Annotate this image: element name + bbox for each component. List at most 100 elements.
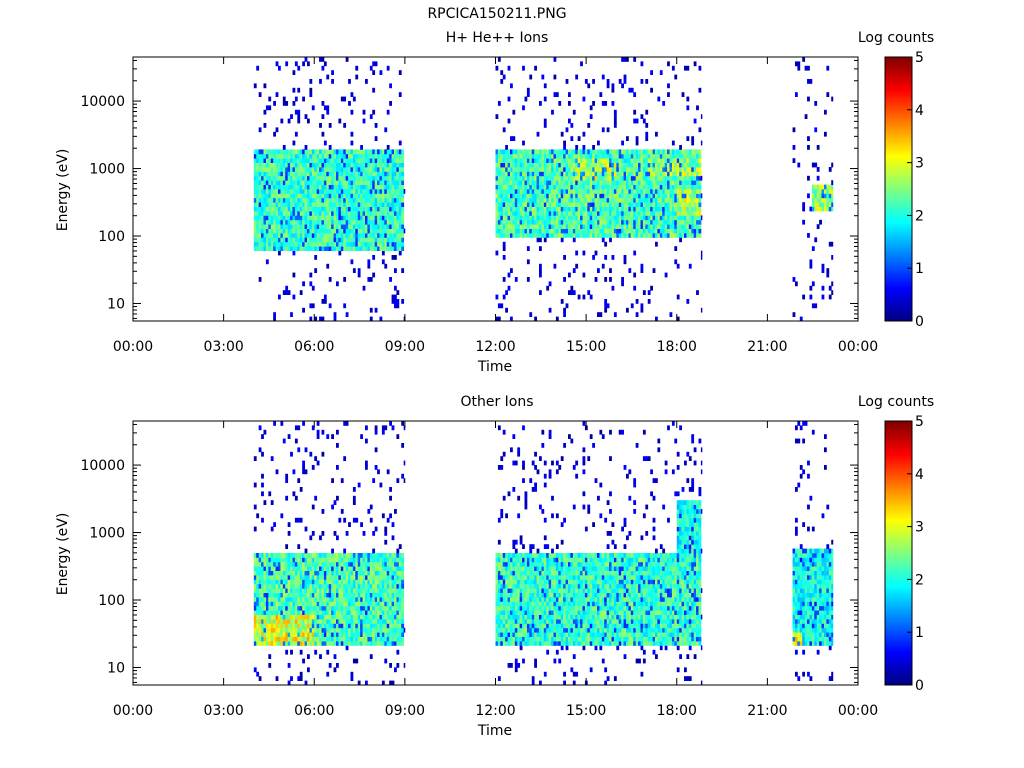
heatmap-cell [638, 189, 641, 194]
heatmap-cell [828, 184, 832, 190]
heatmap-cell [510, 215, 513, 221]
heatmap-cell [355, 74, 359, 80]
heatmap-cell [304, 570, 308, 576]
heatmap-cell [369, 158, 373, 163]
heatmap-cell [294, 632, 298, 637]
heatmap-cell [282, 202, 286, 207]
heatmap-cell [698, 197, 702, 203]
heatmap-cell [401, 241, 405, 247]
heatmap-cell [268, 96, 272, 102]
heatmap-cell [340, 237, 344, 243]
heatmap-cell [314, 579, 318, 585]
heatmap-cell [536, 206, 540, 212]
heatmap-cell [551, 153, 554, 159]
heatmap-cell [560, 153, 564, 159]
heatmap-cell [688, 263, 692, 269]
heatmap-cell [831, 255, 834, 260]
heatmap-cell [597, 162, 600, 168]
heatmap-cell [558, 219, 562, 225]
heatmap-cell [693, 158, 697, 163]
heatmap-cell [377, 149, 380, 155]
heatmap-cell [546, 184, 550, 190]
heatmap-cell [526, 224, 530, 229]
heatmap-cell [263, 162, 267, 168]
heatmap-cell [597, 197, 600, 203]
heatmap-cell [647, 211, 651, 216]
heatmap-cell [828, 294, 832, 300]
heatmap-cell [268, 158, 272, 163]
heatmap-cell [369, 237, 373, 243]
heatmap-cell [577, 162, 581, 168]
heatmap-cell [360, 583, 363, 589]
heatmap-cell [311, 228, 315, 234]
heatmap-cell [534, 162, 537, 168]
heatmap-cell [369, 202, 373, 207]
heatmap-cell [640, 233, 644, 238]
heatmap-cell [814, 101, 818, 106]
heatmap-cell [394, 255, 397, 260]
heatmap-cell [350, 211, 354, 216]
heatmap-cell [369, 184, 373, 190]
heatmap-cell [570, 219, 574, 225]
heatmap-cell [263, 189, 267, 194]
heatmap-cell [338, 149, 342, 155]
heatmap-cell [345, 175, 349, 181]
heatmap-cell [268, 171, 272, 177]
heatmap-cell [265, 184, 269, 190]
heatmap-cells [253, 57, 834, 322]
heatmap-cell [299, 583, 303, 589]
heatmap-cell [299, 189, 303, 194]
heatmap-cell [352, 167, 356, 172]
heatmap-cell [345, 162, 349, 168]
heatmap-cell [323, 193, 327, 199]
heatmap-cell [340, 588, 344, 593]
heatmap-cell [500, 233, 504, 238]
heatmap-cell [531, 219, 535, 225]
heatmap-cell [531, 162, 535, 168]
heatmap-cell [253, 180, 257, 185]
heatmap-cell [529, 162, 533, 168]
heatmap-cell [582, 272, 586, 278]
heatmap-cell [307, 237, 310, 243]
heatmap-cell [268, 623, 272, 629]
heatmap-cell [326, 614, 330, 620]
heatmap-cell [510, 153, 513, 159]
heatmap-cell [374, 237, 378, 243]
heatmap-cell [372, 211, 376, 216]
heatmap-cell [336, 597, 339, 602]
heatmap-cell [350, 131, 354, 137]
panel-h-he-ions: H+ He++ Ions Log counts Time Energy (eV)… [55, 30, 934, 375]
heatmap-cell [311, 149, 315, 155]
heatmap-cell [693, 219, 697, 225]
heatmap-cell [510, 171, 513, 177]
heatmap-cell [338, 623, 342, 629]
heatmap-cell [275, 237, 279, 243]
heatmap-cell [650, 180, 653, 185]
heatmap-cell [655, 215, 658, 221]
heatmap-cell [263, 228, 267, 234]
heatmap-cell [357, 605, 361, 611]
heatmap-cell [794, 92, 798, 97]
heatmap-cell [314, 619, 318, 624]
heatmap-cell [597, 206, 600, 212]
heatmap-cell [348, 557, 351, 563]
heatmap-cell [688, 219, 692, 225]
heatmap-cell [604, 219, 608, 225]
heatmap-cell [618, 171, 622, 177]
heatmap-cell [268, 162, 272, 168]
heatmap-cell [502, 294, 506, 300]
heatmap-cell [292, 592, 296, 598]
heatmap-cell [348, 641, 351, 646]
heatmap-cell [338, 237, 342, 243]
heatmap-cell [630, 224, 634, 229]
heatmap-cell [290, 649, 293, 655]
heatmap-cell [616, 202, 620, 207]
heatmap-cell [611, 180, 615, 185]
heatmap-cell [618, 189, 622, 194]
heatmap-cell [336, 162, 339, 168]
heatmap-cell [285, 101, 289, 106]
heatmap-cell [587, 189, 591, 194]
heatmap-cell [307, 614, 310, 620]
colorbar-step [885, 64, 912, 69]
heatmap-cell [285, 211, 289, 216]
